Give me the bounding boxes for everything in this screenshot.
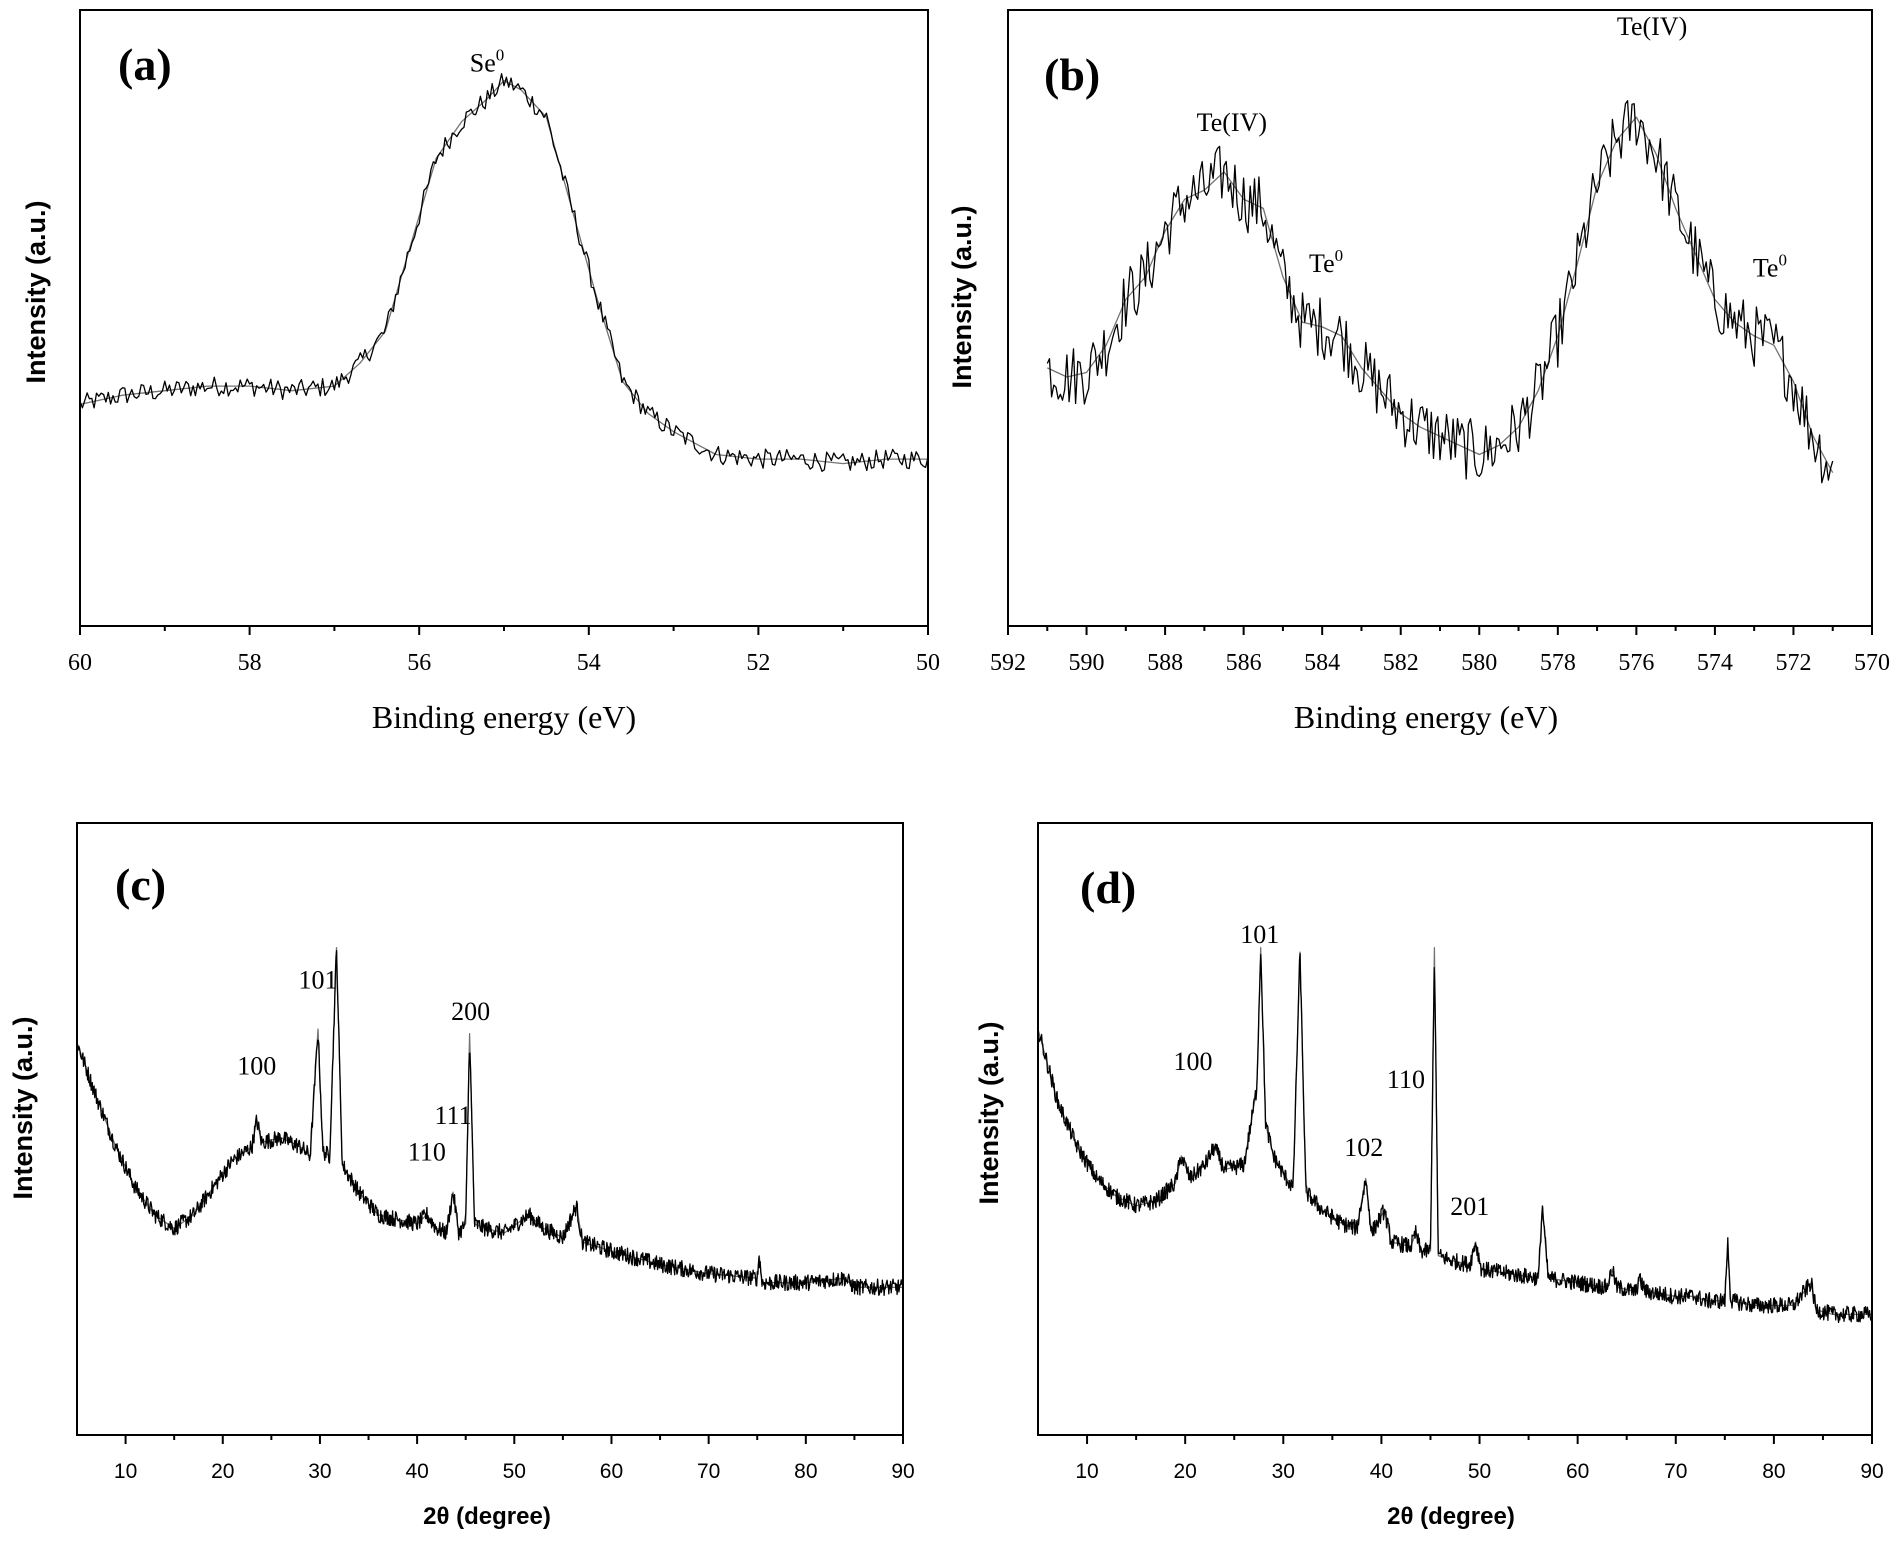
y-axis-label: Intensity (a.u.) bbox=[947, 205, 977, 388]
x-axis-label: Binding energy (eV) bbox=[1294, 699, 1558, 735]
x-tick-label: 572 bbox=[1775, 650, 1811, 676]
panel-letter: (a) bbox=[118, 39, 172, 90]
peak-annotation: Te(IV) bbox=[1197, 108, 1267, 137]
peak-annotation: 100 bbox=[237, 1051, 276, 1080]
y-axis-label: Intensity (a.u.) bbox=[974, 1021, 1004, 1204]
peak-annotation: 111 bbox=[435, 1101, 472, 1130]
x-tick-label: 58 bbox=[238, 650, 262, 676]
x-tick-label: 60 bbox=[1566, 1460, 1589, 1483]
x-tick-label: 70 bbox=[1664, 1460, 1687, 1483]
peak-annotation: 101 bbox=[1240, 920, 1279, 949]
x-tick-label: 50 bbox=[916, 650, 940, 676]
x-tick-label: 60 bbox=[68, 650, 92, 676]
panel-letter: (d) bbox=[1080, 862, 1136, 913]
x-tick-label: 30 bbox=[308, 1460, 331, 1483]
series-trace bbox=[1046, 100, 1834, 484]
series-trace bbox=[1037, 953, 1873, 1324]
x-tick-label: 570 bbox=[1854, 650, 1890, 676]
x-tick-label: 10 bbox=[114, 1460, 137, 1483]
plot-frame bbox=[1007, 9, 1873, 627]
series-envelope bbox=[76, 946, 903, 1288]
peak-annotation: 201 bbox=[1450, 1192, 1489, 1221]
x-tick-label: 586 bbox=[1226, 650, 1262, 676]
series-envelope bbox=[79, 80, 928, 465]
series-trace bbox=[79, 73, 929, 472]
x-axis-label: Binding energy (eV) bbox=[372, 699, 636, 735]
x-tick-label: 582 bbox=[1383, 650, 1419, 676]
x-tick-label: 584 bbox=[1304, 650, 1340, 676]
x-tick-label: 80 bbox=[794, 1460, 817, 1483]
x-tick-label: 592 bbox=[990, 650, 1026, 676]
x-tick-label: 90 bbox=[1860, 1460, 1883, 1483]
x-tick-label: 50 bbox=[1468, 1460, 1491, 1483]
peak-annotation: Se0 bbox=[470, 46, 505, 78]
x-tick-label: 576 bbox=[1618, 650, 1654, 676]
x-tick-label: 56 bbox=[407, 650, 431, 676]
series-envelope bbox=[1037, 946, 1872, 1316]
plot-frame bbox=[79, 9, 929, 627]
peak-annotation: 110 bbox=[408, 1137, 446, 1166]
x-axis-label: 2θ (degree) bbox=[1387, 1503, 1515, 1530]
panel-letter: (b) bbox=[1044, 49, 1100, 100]
x-tick-label: 40 bbox=[1370, 1460, 1393, 1483]
x-axis-label: 2θ (degree) bbox=[423, 1503, 551, 1530]
plot-frame bbox=[1037, 822, 1873, 1436]
chart-panel-c: 10 20 30 40 50 60 70 80 90 2θ (degree) Intensity (… bbox=[8, 822, 915, 1530]
peak-annotation: 100 bbox=[1174, 1047, 1213, 1076]
peak-annotation: 101 bbox=[298, 965, 337, 994]
chart-panel-b: 592 590 588 586 584 582 580 578 576 574 572 570 Bind… bbox=[947, 9, 1890, 735]
peak-annotation: 200 bbox=[451, 997, 490, 1026]
x-tick-label: 40 bbox=[405, 1460, 428, 1483]
x-tick-label: 52 bbox=[746, 650, 770, 676]
x-tick-label: 50 bbox=[503, 1460, 526, 1483]
series-envelope bbox=[1047, 116, 1834, 474]
peak-annotation: Te0 bbox=[1309, 246, 1343, 278]
plot-frame bbox=[76, 822, 904, 1436]
peak-annotation: Te(IV) bbox=[1617, 12, 1687, 41]
x-tick-label: 10 bbox=[1075, 1460, 1098, 1483]
x-tick-label: 90 bbox=[891, 1460, 914, 1483]
peak-annotation: Te0 bbox=[1753, 251, 1787, 283]
x-tick-label: 588 bbox=[1147, 650, 1183, 676]
x-tick-label: 60 bbox=[600, 1460, 623, 1483]
x-tick-label: 580 bbox=[1461, 650, 1497, 676]
x-tick-label: 80 bbox=[1762, 1460, 1785, 1483]
y-axis-label: Intensity (a.u.) bbox=[21, 200, 51, 383]
y-axis-label: Intensity (a.u.) bbox=[8, 1016, 38, 1199]
peak-annotation: 102 bbox=[1344, 1133, 1383, 1162]
panel-letter: (c) bbox=[115, 859, 166, 910]
x-tick-label: 590 bbox=[1069, 650, 1105, 676]
x-tick-label: 578 bbox=[1540, 650, 1576, 676]
chart-panel-a: 60 58 56 54 52 50 Binding energy (eV) Intensity… bbox=[21, 9, 940, 735]
x-tick-label: 70 bbox=[697, 1460, 720, 1483]
peak-annotation: 110 bbox=[1387, 1065, 1425, 1094]
x-tick-label: 574 bbox=[1697, 650, 1733, 676]
chart-panel-d: 10 20 30 40 50 60 70 80 90 2θ (degree) Intensity (… bbox=[974, 822, 1884, 1530]
x-tick-label: 54 bbox=[577, 650, 601, 676]
x-tick-label: 20 bbox=[1173, 1460, 1196, 1483]
x-tick-label: 30 bbox=[1272, 1460, 1295, 1483]
series-trace bbox=[76, 950, 904, 1297]
x-tick-label: 20 bbox=[211, 1460, 234, 1483]
